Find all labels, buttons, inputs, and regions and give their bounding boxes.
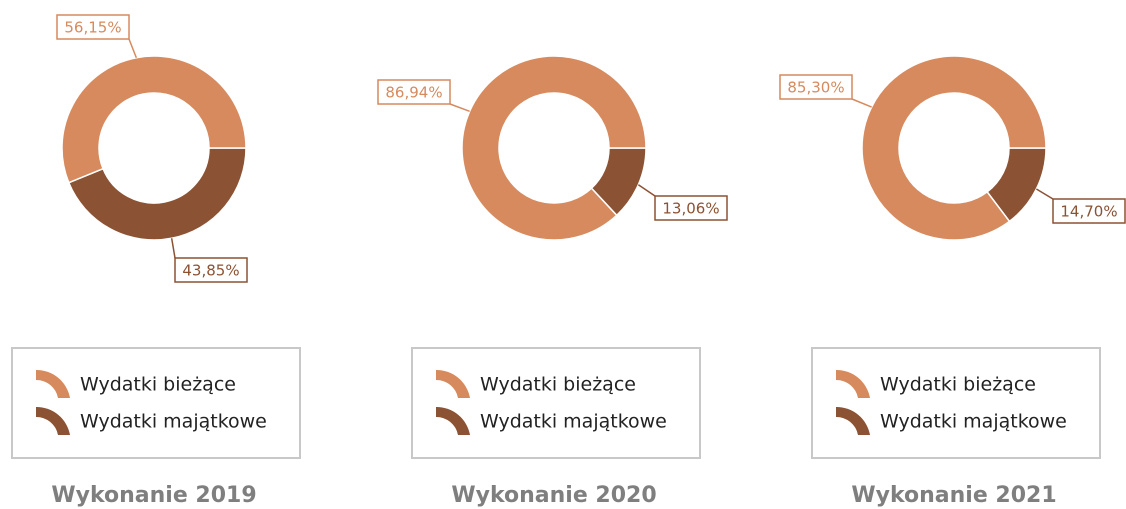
leader-line <box>128 38 138 58</box>
legend-icon <box>436 369 470 398</box>
data-label-box <box>1052 198 1126 224</box>
legend-icon <box>436 406 470 435</box>
data-label-box <box>377 79 451 105</box>
legend-label: Wydatki bieżące <box>880 374 1036 396</box>
chart-title: Wykonanie 2019 <box>51 483 256 508</box>
legend-label: Wydatki bieżące <box>480 374 636 396</box>
data-label: 86,94% <box>385 84 442 102</box>
data-label-box <box>56 14 130 40</box>
leader-line <box>1035 188 1054 200</box>
legend-label: Wydatki majątkowe <box>480 411 667 433</box>
chart-title: Wykonanie 2020 <box>451 483 656 508</box>
legend-label: Wydatki bieżące <box>80 374 236 396</box>
data-label-box <box>174 257 248 283</box>
leader-line <box>170 238 176 259</box>
chart-title: Wykonanie 2021 <box>851 483 1056 508</box>
legend-box <box>11 347 301 459</box>
legend-icon <box>36 369 70 398</box>
legend-icon <box>36 406 70 435</box>
legend-icon <box>836 369 870 398</box>
donut-slice <box>67 147 247 241</box>
donut-slice <box>861 55 1047 241</box>
legend-icon <box>836 406 870 435</box>
data-label-box <box>654 195 728 221</box>
data-label: 14,70% <box>1060 203 1117 221</box>
donut-slice <box>61 55 247 184</box>
donut-slice <box>461 55 647 241</box>
data-label: 85,30% <box>787 79 844 97</box>
leader-line <box>637 184 656 197</box>
legend-box <box>811 347 1101 459</box>
data-label-box <box>779 74 853 100</box>
data-label: 56,15% <box>64 19 121 37</box>
data-label: 43,85% <box>182 262 239 280</box>
leader-line <box>851 98 872 108</box>
legend-box <box>411 347 701 459</box>
legend-label: Wydatki majątkowe <box>80 411 267 433</box>
legend-label: Wydatki majątkowe <box>880 411 1067 433</box>
leader-line <box>449 103 470 113</box>
data-label: 13,06% <box>662 200 719 218</box>
